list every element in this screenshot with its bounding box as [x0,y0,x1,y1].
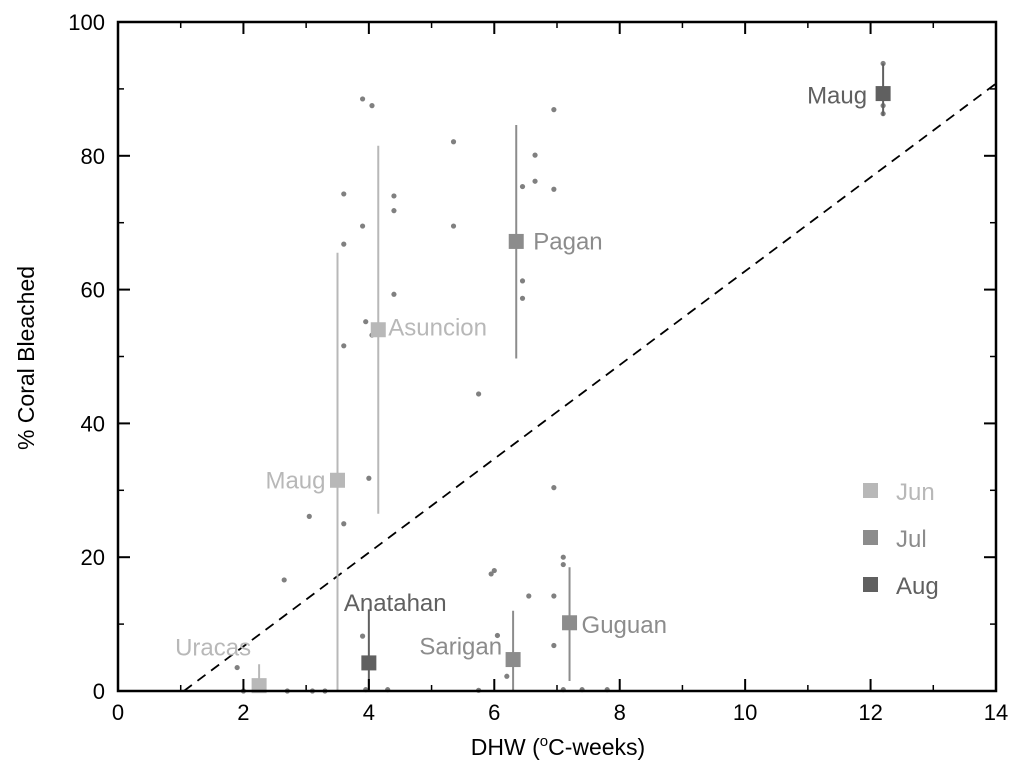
site-label: Uracas [175,635,251,662]
transect-point [491,567,497,574]
legend-label: Aug [896,573,939,600]
transect-point [551,186,557,192]
axis-ticks: 0 2 4 6 8 10 12 14 0 20 40 60 80 100 [68,10,1008,725]
site-mean-marker [875,86,891,102]
site-mean-marker [508,233,524,249]
site-mean-marker [562,615,578,631]
site-label: Maug [265,467,325,494]
legend: Jun Jul Aug [863,479,939,600]
y-axis-title: % Coral Bleached [13,266,39,450]
transect-point [519,295,526,301]
transect-point [519,278,526,284]
transect-point [391,193,397,199]
transect-point [551,485,557,491]
x-axis-title: DHW (oC-weeks) [471,733,645,760]
y-tick-label: 40 [81,411,105,436]
transect-point [476,391,482,397]
site-mean-marker [251,678,267,694]
legend-label: Jun [896,479,935,506]
x-tick-label: 4 [363,700,375,725]
site-label: Anatahan [344,590,447,617]
transect-point [341,343,347,349]
x-tick-label: 2 [237,700,249,725]
transect-point [532,178,538,184]
x-tick-label: 10 [733,700,757,725]
site-mean-marker [370,322,386,338]
transect-point [488,571,494,577]
transect-point [532,152,538,158]
site-label: Guguan [582,612,667,639]
transect-point [560,561,566,568]
transect-point [504,673,510,679]
y-tick-label: 80 [81,144,105,169]
transect-point [369,103,375,109]
transect-point [519,183,526,190]
transect-point [391,291,397,297]
site-label: Asuncion [388,315,487,342]
site-label: Pagan [533,228,602,255]
y-tick-label: 20 [81,545,105,570]
site-mean-marker [505,652,521,668]
x-tick-label: 14 [984,700,1008,725]
transect-point [341,241,347,247]
transect-point [306,513,312,519]
transect-point [234,664,240,671]
site-label: Sarigan [419,634,502,661]
reference-line [183,82,997,692]
transect-point [551,593,557,599]
plot-marks: Uracas Maug Asuncion Anatahan Sarigan Pagan Gu… [175,60,997,694]
transect-point [281,577,287,583]
transect-point [551,642,557,649]
legend-swatch [863,483,878,498]
transect-point [359,223,366,229]
transect-point [450,223,457,229]
transect-point [391,208,397,214]
transect-point [363,319,369,325]
transect-point [366,475,372,481]
y-tick-label: 0 [93,679,105,704]
x-tick-label: 6 [488,700,500,725]
site-label: Maug [807,83,867,110]
y-tick-label: 60 [81,278,105,303]
transect-point [359,96,366,102]
x-tick-label: 12 [858,700,882,725]
legend-swatch [863,577,878,592]
transect-point [359,633,366,639]
y-tick-label: 100 [68,10,105,35]
transect-point [450,139,457,145]
x-tick-label: 0 [112,700,124,725]
transect-point [560,554,566,560]
legend-swatch [863,530,878,545]
transect-point [341,191,347,197]
transect-point [341,521,347,527]
site-mean-marker [330,472,345,488]
site-mean-marker [361,655,377,671]
transect-point [494,632,501,639]
x-tick-label: 8 [614,700,626,725]
transect-point [526,593,532,599]
legend-label: Jul [896,526,927,553]
transect-point [551,107,557,113]
